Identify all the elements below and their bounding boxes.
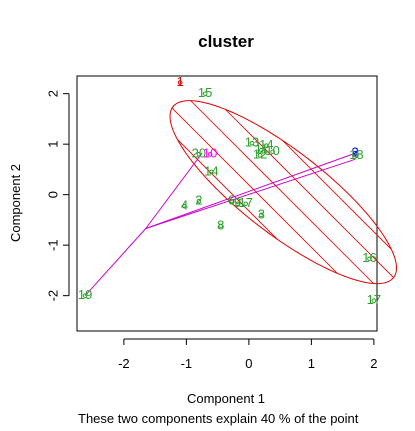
data-point-marker bbox=[264, 143, 269, 148]
hatch-line bbox=[170, 100, 397, 284]
x-tick-label: -2 bbox=[118, 356, 130, 371]
chart-title: cluster bbox=[198, 32, 254, 51]
data-point-label: 16 bbox=[362, 250, 376, 265]
cluster-link-line bbox=[145, 152, 203, 229]
data-point-marker bbox=[82, 293, 88, 298]
data-point-marker bbox=[367, 256, 372, 262]
data-point-marker bbox=[259, 212, 264, 218]
x-tick-label: 2 bbox=[370, 356, 377, 371]
data-point-marker bbox=[259, 147, 264, 153]
x-tick-label: 0 bbox=[245, 356, 252, 371]
data-point-marker bbox=[218, 223, 224, 229]
hatch-line bbox=[170, 100, 397, 284]
cluster-link-line bbox=[145, 152, 356, 229]
data-point-marker bbox=[202, 91, 208, 96]
data-point-label: 17 bbox=[367, 292, 381, 307]
data-point-marker bbox=[270, 149, 275, 155]
y-axis: -2 -1 0 1 2 bbox=[45, 90, 70, 302]
cluster-links bbox=[84, 152, 356, 296]
plot-area-frame bbox=[76, 75, 378, 332]
data-point-marker bbox=[177, 80, 183, 85]
y-tick-label: -1 bbox=[45, 239, 60, 251]
x-axis: -2 -1 0 1 2 bbox=[118, 338, 377, 371]
hatch-line bbox=[170, 100, 210, 284]
hatch-line bbox=[375, 100, 397, 284]
data-point-marker bbox=[229, 198, 234, 204]
data-point-marker bbox=[196, 198, 202, 204]
data-point-label: 4 bbox=[181, 198, 188, 213]
data-point-label: 3 bbox=[258, 206, 265, 221]
chart-subtitle: These two components explain 40 % of the… bbox=[78, 411, 359, 426]
x-tick-label: 1 bbox=[308, 356, 315, 371]
data-point-label: 14 bbox=[204, 163, 218, 178]
data-point-label: 13 bbox=[245, 135, 259, 150]
data-point-marker bbox=[235, 201, 240, 207]
data-point-marker bbox=[196, 151, 202, 157]
data-point-marker bbox=[182, 203, 187, 209]
data-point-label: 12 bbox=[253, 147, 267, 162]
data-point-label: 9 bbox=[234, 195, 241, 210]
hatch-line bbox=[245, 100, 397, 284]
data-point-marker bbox=[249, 140, 255, 146]
hatch-line bbox=[349, 100, 397, 284]
hatch-line bbox=[0, 0, 157, 431]
hatch-line bbox=[170, 100, 288, 284]
data-point-label: 8 bbox=[217, 217, 224, 232]
x-tick-label: -1 bbox=[181, 356, 193, 371]
hatch-line bbox=[297, 100, 397, 284]
data-point-label: 15 bbox=[198, 85, 212, 100]
data-point-marker bbox=[257, 152, 263, 158]
y-axis-label: Component 2 bbox=[8, 164, 23, 242]
cluster-link-line bbox=[145, 158, 356, 229]
cluster-link-line bbox=[84, 228, 147, 296]
data-point-label: 18 bbox=[349, 147, 363, 162]
data-point-label: 6 bbox=[228, 193, 235, 208]
data-point-marker bbox=[354, 153, 359, 159]
data-point-marker bbox=[209, 169, 214, 175]
x-axis-label: Component 1 bbox=[187, 391, 265, 406]
y-tick-label: 0 bbox=[45, 191, 60, 198]
data-point-marker bbox=[371, 298, 377, 304]
hatch-line bbox=[170, 100, 314, 284]
data-point-label: 1 bbox=[177, 74, 184, 89]
cluster-ellipse-outline bbox=[169, 100, 397, 285]
y-tick-label: 2 bbox=[45, 90, 60, 97]
data-point-label: 2 bbox=[352, 145, 359, 160]
hatch-line bbox=[271, 100, 397, 284]
hatch-line bbox=[170, 100, 392, 284]
data-point-label: 20 bbox=[192, 146, 206, 161]
hatch-line bbox=[170, 100, 340, 284]
hatch-line bbox=[170, 100, 397, 284]
data-point-marker bbox=[243, 201, 249, 207]
data-point-label: 10 bbox=[203, 146, 217, 161]
hatch-line bbox=[193, 100, 397, 284]
data-point-label: 2 bbox=[195, 193, 202, 208]
data-point-label: 19 bbox=[78, 287, 92, 302]
data-point-marker bbox=[207, 151, 213, 157]
data-point-label: 17 bbox=[239, 195, 253, 210]
hatch-line bbox=[170, 100, 397, 284]
hatch-line bbox=[170, 100, 397, 284]
hatch-line bbox=[402, 0, 415, 431]
data-point-label: 14 bbox=[259, 137, 273, 152]
hatch-line bbox=[170, 100, 397, 284]
data-point-label: 11 bbox=[255, 142, 269, 157]
hatch-line bbox=[170, 100, 397, 284]
hatch-line bbox=[170, 100, 262, 284]
y-tick-label: 1 bbox=[45, 141, 60, 148]
data-point-label: 10 bbox=[265, 143, 279, 158]
y-tick-label: -2 bbox=[45, 290, 60, 302]
